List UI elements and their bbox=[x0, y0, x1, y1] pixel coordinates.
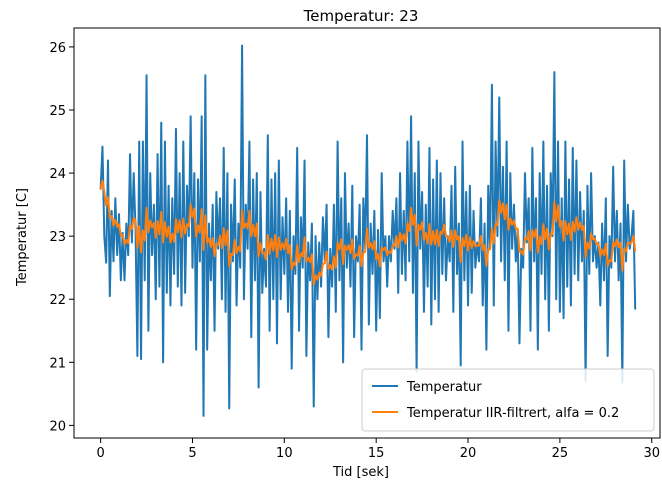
x-axis: 0 5 10 15 20 25 30 bbox=[96, 438, 660, 461]
y-axis-label: Temperatur [C] bbox=[15, 188, 30, 287]
y-tick-label: 24 bbox=[49, 167, 66, 182]
legend: Temperatur Temperatur IIR-filtrert, alfa… bbox=[361, 368, 655, 432]
series-layer bbox=[99, 44, 637, 417]
y-tick-label: 26 bbox=[49, 41, 66, 56]
legend-box bbox=[361, 368, 655, 432]
axes-frame bbox=[73, 27, 661, 439]
x-tick-label: 5 bbox=[188, 446, 196, 461]
x-axis-label: Tid [sek] bbox=[332, 465, 389, 480]
y-axis: 20 21 22 23 24 25 26 bbox=[49, 41, 74, 434]
x-tick-label: 10 bbox=[276, 446, 293, 461]
y-tick-label: 23 bbox=[49, 230, 66, 245]
x-tick-label: 20 bbox=[460, 446, 477, 461]
x-tick-label: 30 bbox=[643, 446, 660, 461]
series-line-iir-filtered bbox=[99, 179, 637, 286]
x-tick-label: 25 bbox=[552, 446, 569, 461]
y-tick-label: 25 bbox=[49, 104, 66, 119]
x-tick-label: 0 bbox=[96, 446, 104, 461]
y-tick-label: 21 bbox=[49, 356, 66, 371]
x-tick-label: 15 bbox=[368, 446, 385, 461]
legend-label-filtered: Temperatur IIR-filtrert, alfa = 0.2 bbox=[406, 406, 619, 421]
y-tick-label: 20 bbox=[49, 419, 66, 434]
y-tick-label: 22 bbox=[49, 293, 66, 308]
chart-title: Temperatur: 23 bbox=[303, 7, 419, 25]
legend-label-temperatur: Temperatur bbox=[406, 380, 482, 395]
